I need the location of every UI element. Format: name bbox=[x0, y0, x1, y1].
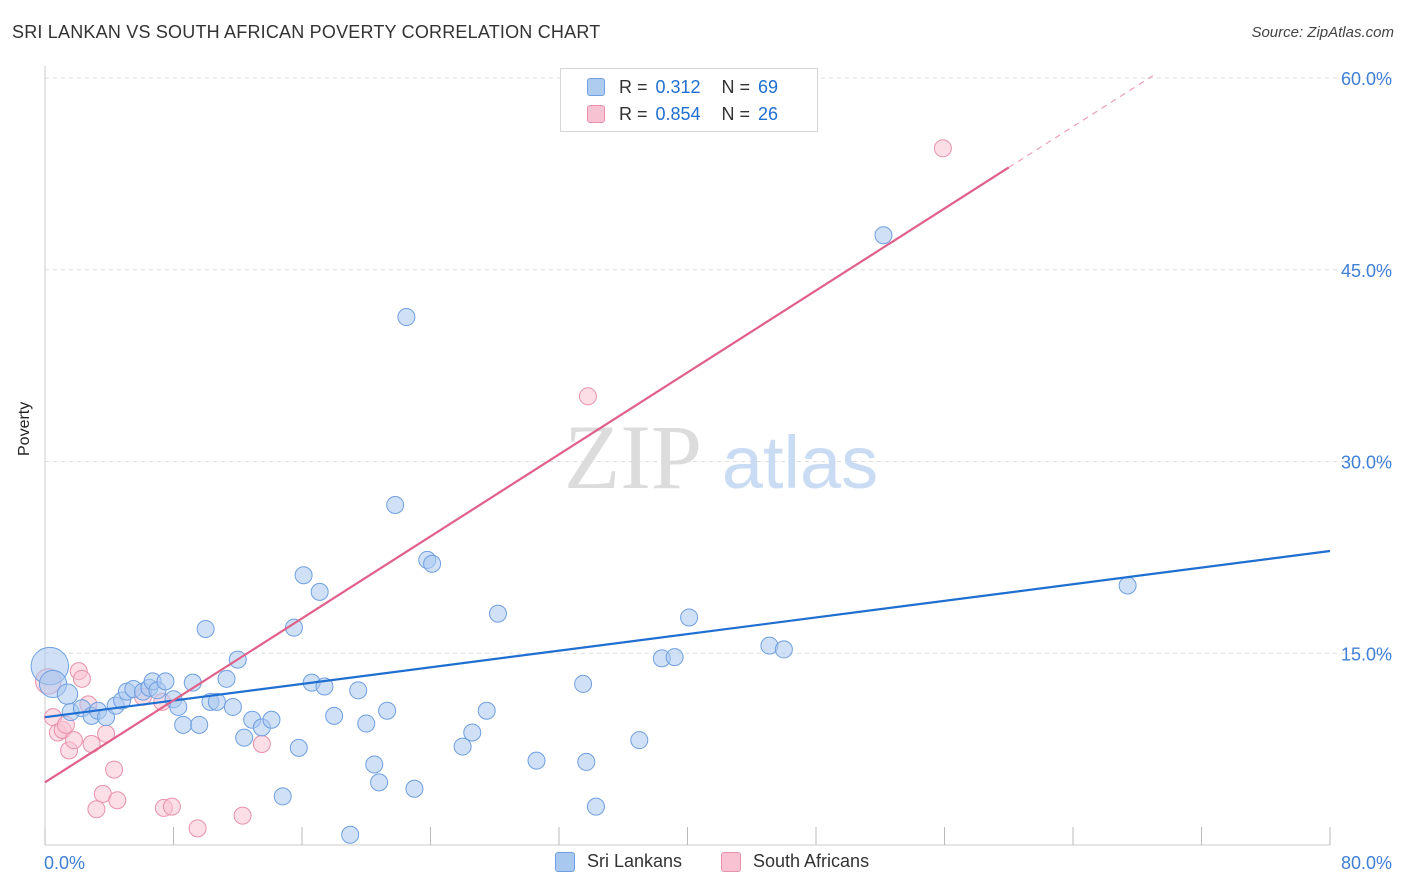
watermark-atlas: atlas bbox=[722, 421, 878, 504]
sri-lankan-point bbox=[156, 672, 175, 691]
sri-lankan-point bbox=[574, 674, 593, 693]
sri-lankan-point bbox=[386, 495, 405, 514]
sri-lankan-point bbox=[680, 608, 699, 627]
watermark: ZIP atlas bbox=[564, 406, 878, 508]
sri-lankan-point bbox=[217, 669, 236, 688]
series-legend-south-africans[interactable]: South Africans bbox=[721, 851, 869, 872]
sri-lankan-point bbox=[190, 715, 209, 734]
sri-lankan-point bbox=[774, 640, 793, 659]
sri-lankan-point bbox=[235, 728, 254, 747]
sri-lankan-point bbox=[56, 683, 79, 705]
sri-lankans-trend-line bbox=[44, 549, 1331, 719]
source-label: Source: ZipAtlas.com bbox=[1251, 24, 1394, 41]
south-african-point bbox=[72, 669, 91, 688]
tick-labels: 15.0% 30.0% 45.0% 60.0% 0.0% 80.0% bbox=[44, 69, 1392, 873]
sri-lankan-point bbox=[262, 710, 281, 729]
sri-lankan-point bbox=[477, 701, 496, 720]
sri-lankan-point bbox=[196, 619, 215, 638]
sri-lankan-point bbox=[577, 752, 596, 771]
legend-swatch-blue bbox=[587, 78, 605, 96]
series-legend-sri-lankans[interactable]: Sri Lankans bbox=[555, 851, 682, 872]
sri-lankan-point bbox=[273, 787, 292, 806]
sri-lankan-point bbox=[405, 779, 424, 798]
sri-lankan-point bbox=[586, 797, 605, 816]
trend-lines bbox=[44, 74, 1331, 784]
series-swatch-pink bbox=[721, 851, 741, 872]
legend-r-label: R = bbox=[619, 76, 648, 97]
chart-title: SRI LANKAN VS SOUTH AFRICAN POVERTY CORR… bbox=[12, 22, 601, 42]
legend-n-value: 69 bbox=[758, 76, 779, 97]
south-african-point bbox=[64, 731, 83, 750]
y-tick-label: 60.0% bbox=[1341, 69, 1392, 89]
x-tick-label-min: 0.0% bbox=[44, 853, 85, 873]
sri-lankan-point bbox=[349, 681, 368, 700]
sri-lankan-point bbox=[223, 697, 242, 716]
legend-n-label: N = bbox=[721, 103, 751, 124]
x-tick-label-max: 80.0% bbox=[1341, 853, 1392, 873]
correlation-legend: R = 0.312 N = 69 R = 0.854 N = 26 bbox=[560, 68, 818, 132]
y-tick-label: 30.0% bbox=[1341, 453, 1392, 473]
sri-lankan-point bbox=[874, 226, 893, 245]
legend-n-label: N = bbox=[721, 76, 751, 97]
sri-lankan-point bbox=[174, 715, 193, 734]
sri-lankan-point bbox=[630, 731, 649, 750]
legend-r-value: 0.854 bbox=[655, 103, 701, 124]
sri-lankan-point bbox=[207, 692, 226, 711]
south-african-point bbox=[87, 800, 106, 819]
legend-r-label: R = bbox=[619, 103, 648, 124]
sri-lankan-point bbox=[294, 566, 313, 585]
sri-lankan-point bbox=[665, 648, 684, 667]
south-african-point bbox=[108, 791, 127, 810]
sri-lankan-point bbox=[310, 582, 329, 601]
sri-lankan-point bbox=[341, 825, 360, 844]
sri-lankan-point bbox=[1118, 576, 1137, 595]
south-african-point bbox=[233, 806, 252, 825]
y-tick-label: 15.0% bbox=[1341, 644, 1392, 664]
sri-lankan-point bbox=[397, 308, 416, 327]
sri-lankan-point bbox=[289, 738, 308, 757]
south-african-point bbox=[188, 819, 207, 838]
sri-lankans-points bbox=[30, 226, 1137, 844]
sri-lankan-point bbox=[357, 714, 376, 733]
legend-swatch-pink bbox=[587, 105, 605, 123]
south-african-point bbox=[933, 139, 952, 158]
south-africans-trend-line bbox=[44, 166, 1010, 784]
south-african-point bbox=[252, 735, 271, 754]
series-label-south-africans: South Africans bbox=[753, 851, 870, 871]
sri-lankan-point bbox=[488, 604, 507, 623]
sri-lankan-point bbox=[325, 706, 344, 725]
series-legend: Sri Lankans South Africans bbox=[0, 851, 1406, 877]
sri-lankan-point bbox=[453, 737, 472, 756]
sri-lankan-point bbox=[463, 723, 482, 742]
sri-lankan-point bbox=[365, 755, 384, 774]
legend-n-value: 26 bbox=[758, 103, 779, 124]
south-african-point bbox=[578, 387, 597, 406]
series-label-sri-lankans: Sri Lankans bbox=[587, 851, 683, 871]
legend-r-value: 0.312 bbox=[655, 76, 701, 97]
series-swatch-blue bbox=[555, 851, 575, 872]
south-african-point bbox=[105, 760, 124, 779]
y-tick-label: 45.0% bbox=[1341, 261, 1392, 281]
south-african-point bbox=[162, 797, 181, 816]
sri-lankan-point bbox=[423, 554, 442, 573]
watermark-zip: ZIP bbox=[564, 406, 702, 508]
gridlines bbox=[45, 77, 1392, 654]
sri-lankan-point bbox=[378, 701, 397, 720]
sri-lankan-point bbox=[527, 751, 546, 770]
legend-row-south-africans: R = 0.854 N = 26 bbox=[587, 102, 778, 126]
legend-row-sri-lankans: R = 0.312 N = 69 bbox=[587, 75, 778, 99]
sri-lankan-point bbox=[370, 773, 389, 792]
south-africans-trend-extension bbox=[1008, 74, 1154, 168]
